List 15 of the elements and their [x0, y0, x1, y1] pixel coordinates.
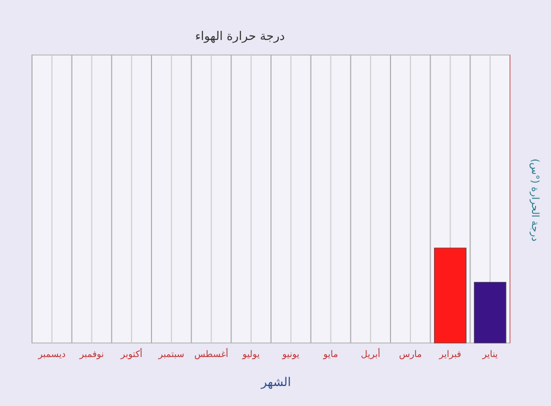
x-tick-label: أكتوبر — [120, 348, 142, 360]
x-tick-label: يوليو — [241, 350, 260, 360]
x-tick-label: سبتمبر — [157, 350, 184, 360]
x-tick-label: أغسطس — [194, 348, 228, 360]
x-tick-label: أبريل — [360, 348, 380, 360]
x-tick-label: يناير — [481, 350, 498, 360]
x-tick-label: نوفمبر — [78, 350, 104, 360]
chart-title: درجة حرارة الهواء — [195, 29, 285, 43]
x-tick-label: فبراير — [438, 350, 462, 360]
y-axis-title: درجة الحرارة (°س) — [529, 158, 540, 242]
x-tick-label: مايو — [322, 350, 338, 360]
x-axis-title: الشهر — [260, 375, 291, 389]
x-tick-label: يونيو — [281, 350, 300, 360]
x-tick-label: ديسمبر — [37, 350, 66, 360]
x-tick-label: مارس — [398, 350, 422, 360]
